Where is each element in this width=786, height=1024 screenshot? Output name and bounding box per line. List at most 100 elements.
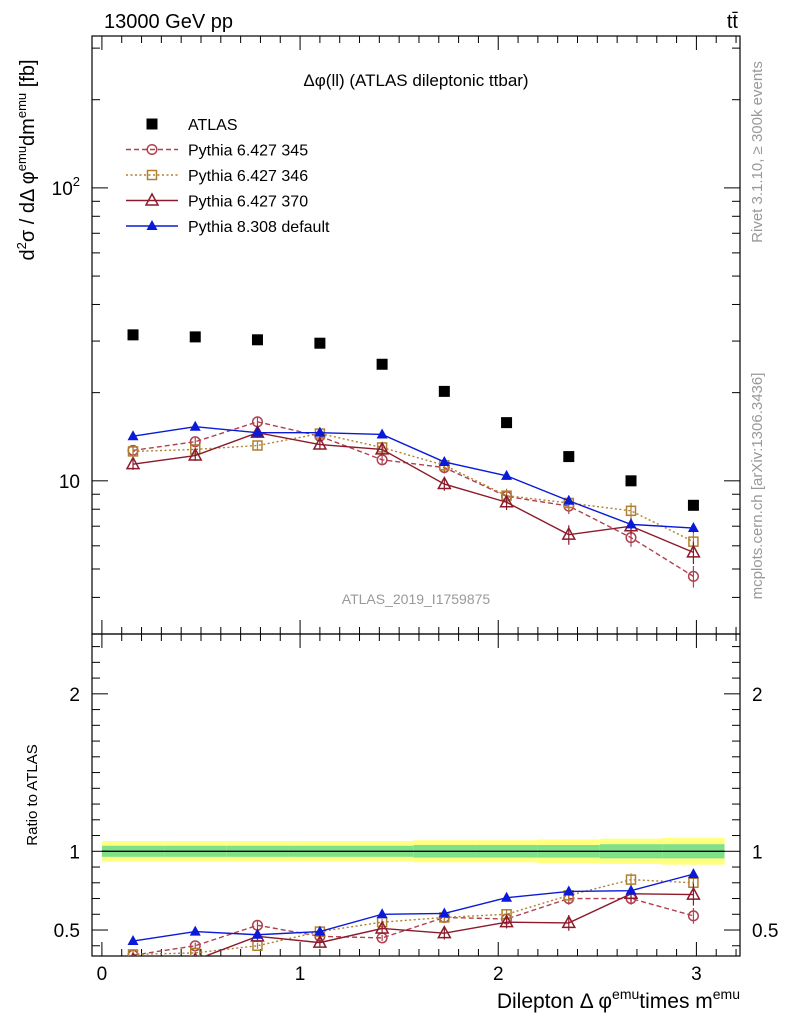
data-point xyxy=(146,169,158,181)
legend-label: Pythia 8.308 default xyxy=(188,219,330,236)
series-line xyxy=(133,878,694,956)
series-line xyxy=(203,893,694,956)
data-point xyxy=(625,518,637,529)
legend-item: Pythia 6.427 346 xyxy=(126,168,308,185)
data-point xyxy=(438,907,450,918)
data-point xyxy=(250,424,265,438)
data-point xyxy=(437,925,452,939)
data-point xyxy=(312,934,328,948)
ratio-y-tick-label: 0.5 xyxy=(752,921,778,942)
x-axis-label: Dilepton Δ φemutimes memu xyxy=(497,986,740,1013)
data-point xyxy=(687,499,699,511)
ratio-y-tick-label: 2 xyxy=(69,685,80,706)
data-point xyxy=(625,874,637,885)
data-point xyxy=(438,385,450,397)
series-pythia-8-308-default xyxy=(127,420,699,533)
series-pythia-6-427-370 xyxy=(125,424,701,565)
x-tick-label: 2 xyxy=(493,964,504,985)
x-tick-label: 3 xyxy=(691,964,702,985)
data-point xyxy=(146,143,158,156)
ratio-uncertainty-band xyxy=(101,837,725,865)
data-point xyxy=(563,885,575,896)
data-point xyxy=(376,454,388,466)
legend-label: ATLAS xyxy=(188,117,238,134)
legend-label: Pythia 6.427 370 xyxy=(188,194,308,211)
data-point xyxy=(146,220,158,230)
chart-title: Δφ(ll) (ATLAS dileptonic ttbar) xyxy=(303,71,528,90)
series-line xyxy=(132,897,694,956)
data-point xyxy=(146,118,158,130)
main-plot-series xyxy=(125,329,701,588)
data-point xyxy=(314,337,326,349)
data-point xyxy=(376,908,388,919)
series-pythia-6-427-346 xyxy=(127,428,699,552)
process-label: tt̄ xyxy=(727,11,739,33)
legend-item: Pythia 6.427 370 xyxy=(126,192,308,211)
data-point xyxy=(563,451,575,463)
legend-label: Pythia 6.427 346 xyxy=(188,168,308,185)
main-y-tick-label: 10 xyxy=(59,472,80,493)
data-point xyxy=(127,949,139,956)
series-line xyxy=(132,421,694,577)
x-tick-label: 1 xyxy=(295,964,306,985)
axis-ticks xyxy=(92,36,740,956)
legend: ATLAS Pythia 6.427 345 Pythia 6.427 346 Pyt… xyxy=(126,117,330,236)
data-point xyxy=(687,910,699,922)
legend-item: Pythia 8.308 default xyxy=(126,219,330,236)
data-point xyxy=(625,505,637,517)
data-point xyxy=(438,455,450,466)
data-point xyxy=(687,570,699,582)
data-point xyxy=(501,469,513,480)
data-point xyxy=(501,891,513,902)
series-line xyxy=(132,426,694,529)
data-point xyxy=(144,192,160,206)
data-point xyxy=(127,446,139,457)
series-line xyxy=(132,873,694,942)
data-point xyxy=(625,884,637,895)
collision-label: 13000 GeV pp xyxy=(104,11,233,33)
analysis-watermark: ATLAS_2019_I1759875 xyxy=(342,591,491,607)
series-atlas xyxy=(127,329,699,511)
data-point xyxy=(563,494,575,505)
data-point xyxy=(686,544,701,558)
y-axis-label: d2σ / dΔ φemudmemu [fb] xyxy=(14,59,39,260)
data-point xyxy=(251,426,263,437)
ratio-y-tick-label: 2 xyxy=(752,685,763,706)
legend-label: Pythia 6.427 345 xyxy=(188,143,308,160)
data-point xyxy=(312,436,328,450)
series-pythia-6-427-370 xyxy=(130,883,701,956)
data-point xyxy=(127,935,139,946)
data-point xyxy=(314,925,326,936)
data-point xyxy=(625,475,637,487)
data-point xyxy=(561,526,577,540)
data-point xyxy=(376,428,388,439)
data-point xyxy=(127,329,139,341)
series-line xyxy=(132,431,694,553)
rivet-label: Rivet 3.1.10, ≥ 300k events xyxy=(749,61,766,243)
data-point xyxy=(189,331,201,343)
data-point xyxy=(314,426,326,437)
data-point xyxy=(187,447,203,461)
data-point xyxy=(374,441,390,455)
legend-item: Pythia 6.427 345 xyxy=(126,143,308,160)
data-point xyxy=(687,522,699,533)
ratio-y-tick-label: 0.5 xyxy=(54,921,80,942)
main-y-tick-label: 102 xyxy=(52,174,80,200)
data-point xyxy=(125,456,141,470)
ratio-plot-series xyxy=(127,868,701,956)
x-tick-label: 0 xyxy=(97,964,108,985)
ratio-y-axis-label: Ratio to ATLAS xyxy=(24,744,41,845)
data-point xyxy=(374,920,390,934)
data-point xyxy=(686,886,701,900)
data-point xyxy=(499,494,514,508)
ratio-y-tick-label: 1 xyxy=(752,842,763,863)
data-point xyxy=(499,914,514,928)
data-point xyxy=(251,334,263,346)
data-point xyxy=(189,925,201,936)
data-point xyxy=(437,475,452,490)
ratio-y-tick-label: 1 xyxy=(69,842,80,863)
axis-tick-labels: 0 1 2 3 10 102 0.5 0.5 1 1 2 2 xyxy=(52,174,779,985)
data-point xyxy=(561,914,577,929)
data-point xyxy=(189,420,201,431)
